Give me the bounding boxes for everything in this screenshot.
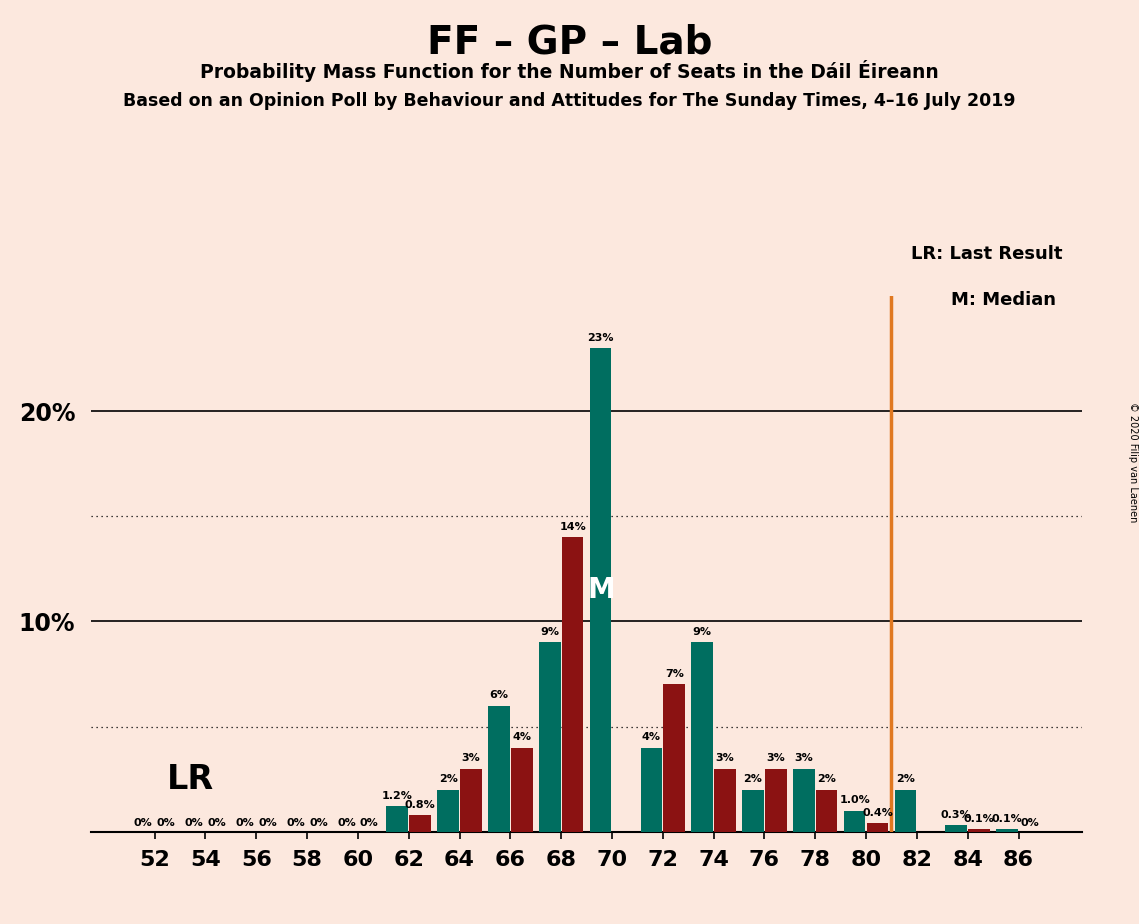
Text: 3%: 3% [767,753,785,763]
Text: 0.1%: 0.1% [992,814,1023,824]
Text: 3%: 3% [715,753,735,763]
Text: 0%: 0% [309,819,328,829]
Bar [511,748,533,832]
Bar [409,815,431,832]
Text: 3%: 3% [794,753,813,763]
Text: 9%: 9% [693,627,712,638]
Bar [539,642,560,832]
Text: Based on an Opinion Poll by Behaviour and Attitudes for The Sunday Times, 4–16 J: Based on an Opinion Poll by Behaviour an… [123,92,1016,110]
Text: 2%: 2% [744,774,762,784]
Bar [894,790,916,832]
Text: 0%: 0% [185,819,204,829]
Text: 23%: 23% [588,333,614,343]
Bar [945,825,967,832]
Text: 0%: 0% [1021,819,1040,829]
Text: 2%: 2% [896,774,915,784]
Text: 0%: 0% [157,819,175,829]
Text: 3%: 3% [461,753,481,763]
Bar [562,538,583,832]
Bar [867,823,888,832]
Text: 0%: 0% [259,819,277,829]
Text: M: Median: M: Median [951,291,1056,309]
Text: 0%: 0% [360,819,379,829]
Bar [590,348,612,832]
Bar [663,685,685,832]
Bar [437,790,459,832]
Bar [743,790,764,832]
Text: 4%: 4% [513,733,531,742]
Text: 0.4%: 0.4% [862,808,893,818]
Bar [844,810,866,832]
Text: 0%: 0% [286,819,305,829]
Text: FF – GP – Lab: FF – GP – Lab [427,23,712,61]
Text: 1.0%: 1.0% [839,796,870,806]
Bar [386,807,408,832]
Text: 0%: 0% [236,819,254,829]
Text: 2%: 2% [439,774,458,784]
Text: 6%: 6% [490,690,508,700]
Bar [460,769,482,832]
Bar [691,642,713,832]
Text: 0%: 0% [207,819,227,829]
Text: Probability Mass Function for the Number of Seats in the Dáil Éireann: Probability Mass Function for the Number… [200,60,939,82]
Bar [997,830,1018,832]
Text: © 2020 Filip van Laenen: © 2020 Filip van Laenen [1129,402,1138,522]
Text: 0%: 0% [133,819,153,829]
Bar [489,706,510,832]
Bar [765,769,787,832]
Text: 14%: 14% [559,522,585,532]
Text: 0%: 0% [337,819,355,829]
Text: 0.3%: 0.3% [941,810,972,820]
Text: 1.2%: 1.2% [382,791,412,801]
Bar [816,790,837,832]
Text: 4%: 4% [642,733,661,742]
Text: 7%: 7% [665,669,683,679]
Bar [793,769,814,832]
Bar [640,748,662,832]
Text: 2%: 2% [818,774,836,784]
Text: LR: Last Result: LR: Last Result [911,245,1063,262]
Text: M: M [588,576,615,604]
Text: 9%: 9% [540,627,559,638]
Text: 0.1%: 0.1% [964,814,994,824]
Bar [714,769,736,832]
Bar [968,830,990,832]
Text: 0.8%: 0.8% [404,799,435,809]
Text: LR: LR [167,762,214,796]
